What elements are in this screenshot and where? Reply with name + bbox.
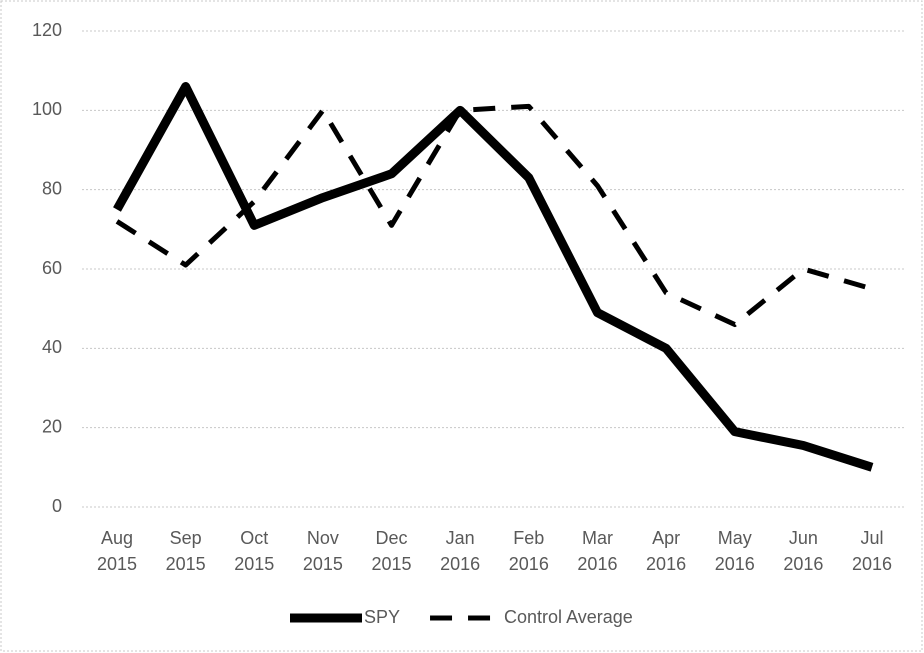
x-tick-label: Aug 2015 (96, 528, 138, 574)
y-tick-label: 20 (42, 416, 62, 436)
line-series (115, 103, 873, 328)
x-tick-label: Jan 2016 (440, 528, 481, 574)
x-tick-label: Mar 2016 (577, 528, 618, 574)
y-tick-label: 40 (42, 337, 62, 357)
legend-label: SPY (364, 607, 400, 627)
x-tick-label: May 2016 (714, 528, 755, 574)
y-tick-label: 120 (32, 20, 62, 40)
x-tick-label: Jun 2016 (783, 528, 824, 574)
line-series (113, 82, 874, 472)
y-tick-label: 80 (42, 178, 62, 198)
x-tick-label: Feb 2016 (508, 528, 549, 574)
y-tick-label: 100 (32, 99, 62, 119)
y-tick-label: 60 (42, 258, 62, 278)
x-tick-label: Dec 2015 (371, 528, 412, 574)
x-tick-label: Sep 2015 (165, 528, 206, 574)
y-tick-label: 0 (52, 496, 62, 516)
x-tick-label: Apr 2016 (646, 528, 687, 574)
x-tick-label: Nov 2015 (302, 528, 343, 574)
x-tick-label: Jul 2016 (851, 528, 893, 574)
legend-label: Control Average (504, 607, 633, 627)
x-tick-label: Oct 2015 (234, 528, 275, 574)
